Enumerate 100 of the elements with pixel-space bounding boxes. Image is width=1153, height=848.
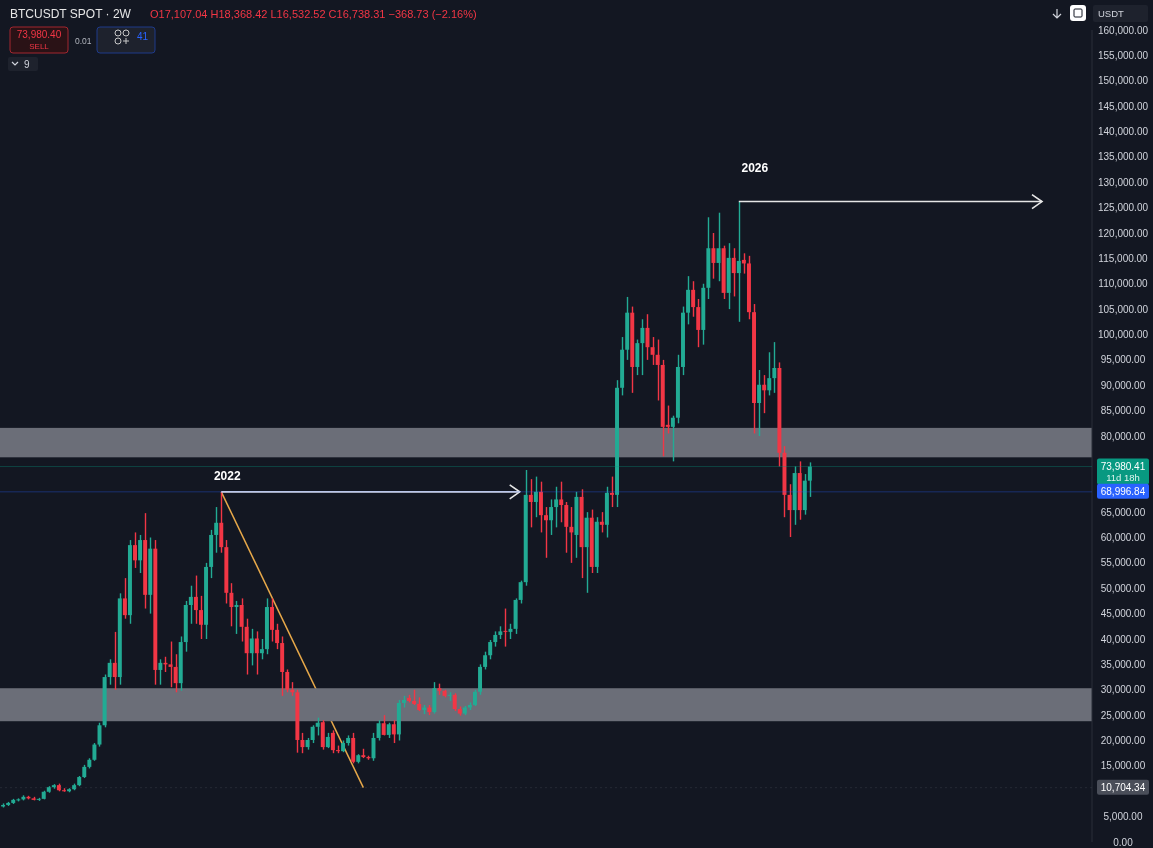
candlestick bbox=[270, 597, 274, 643]
candlestick bbox=[503, 607, 508, 648]
candlestick bbox=[138, 534, 143, 574]
y-tick-label: 135,000.00 bbox=[1097, 151, 1149, 163]
candlestick bbox=[787, 483, 792, 538]
y-tick-label: 120,000.00 bbox=[1097, 227, 1149, 239]
y-tick-label: 130,000.00 bbox=[1097, 176, 1149, 188]
annotation: 9 bbox=[24, 59, 30, 70]
y-tick-label: 90,000.00 bbox=[1100, 379, 1146, 391]
y-tick-label: 20,000.00 bbox=[1100, 735, 1146, 746]
y-tick-label: 80,000.00 bbox=[1100, 430, 1146, 442]
candlestick bbox=[249, 628, 254, 667]
annotation: 2022 bbox=[213, 468, 241, 483]
ref-line-label: 73,980.41 bbox=[1100, 460, 1146, 472]
candlestick bbox=[807, 461, 812, 498]
candlestick bbox=[432, 681, 437, 715]
candlestick bbox=[691, 280, 696, 318]
annotation: 73,980.40 bbox=[16, 29, 62, 40]
candlestick bbox=[538, 480, 543, 534]
candlestick bbox=[686, 275, 691, 326]
candlestick bbox=[488, 639, 493, 660]
candlestick bbox=[239, 597, 244, 643]
y-tick-label: 105,000.00 bbox=[1097, 303, 1149, 315]
candlestick bbox=[609, 475, 614, 508]
annotation: 2026 bbox=[741, 160, 769, 175]
candlestick bbox=[275, 623, 280, 650]
candlestick bbox=[351, 732, 356, 765]
chart-subtitle: O17,107.04 H18,368.42 L16,532.52 C16,738.31 −368.73 (−2.16%) bbox=[150, 8, 477, 20]
candlestick bbox=[635, 338, 640, 376]
candlestick bbox=[376, 719, 381, 742]
ref-line-label: 68,996.84 bbox=[1100, 485, 1146, 497]
candlestick bbox=[199, 595, 203, 640]
y-tick-label: 45,000.00 bbox=[1100, 608, 1146, 620]
y-tick-label: 115,000.00 bbox=[1098, 252, 1149, 264]
candlestick bbox=[112, 631, 117, 691]
candlestick bbox=[391, 719, 396, 744]
y-tick-label: 0.00 bbox=[1113, 836, 1134, 848]
candlestick bbox=[762, 374, 767, 414]
y-tick-label: 60,000.00 bbox=[1100, 532, 1146, 543]
y-tick-label: 100,000.00 bbox=[1097, 329, 1149, 340]
candlestick bbox=[518, 579, 523, 605]
y-tick-label: 55,000.00 bbox=[1100, 557, 1146, 569]
text: 11d 18h bbox=[1106, 471, 1140, 483]
candlestick bbox=[772, 341, 777, 394]
candlestick bbox=[599, 511, 604, 534]
candlestick bbox=[259, 638, 264, 660]
candlestick bbox=[122, 577, 127, 620]
y-tick-label: 50,000.00 bbox=[1100, 582, 1146, 594]
y-tick-label: 5,000.00 bbox=[1103, 811, 1143, 823]
candlestick bbox=[193, 574, 198, 625]
candlestick bbox=[300, 732, 305, 754]
candlestick bbox=[173, 653, 178, 693]
candlestick bbox=[731, 247, 736, 298]
y-tick-label: 30,000.00 bbox=[1100, 684, 1146, 696]
y-tick-label: 95,000.00 bbox=[1100, 354, 1146, 366]
y-tick-label: 155,000.00 bbox=[1097, 49, 1149, 61]
candlestick bbox=[168, 640, 173, 688]
candlestick bbox=[544, 506, 548, 559]
y-tick-label: 15,000.00 bbox=[1100, 760, 1146, 772]
candlestick bbox=[670, 415, 675, 463]
candlestick bbox=[711, 232, 716, 280]
candlestick bbox=[188, 585, 193, 625]
candlestick bbox=[330, 729, 335, 754]
y-tick-label: 85,000.00 bbox=[1100, 405, 1146, 417]
annotation: 41 bbox=[137, 31, 149, 42]
y-tick-label: 145,000.00 bbox=[1097, 100, 1149, 112]
candlestick bbox=[655, 338, 660, 402]
annotation: 0.01 bbox=[75, 36, 92, 46]
y-tick-label: 160,000.00 bbox=[1097, 24, 1149, 36]
y-tick-label: 125,000.00 bbox=[1097, 202, 1149, 214]
y-tick-label: 150,000.00 bbox=[1097, 75, 1149, 87]
candlestick bbox=[554, 486, 559, 529]
candlestick bbox=[214, 506, 219, 554]
candlestick bbox=[107, 658, 112, 686]
candlestick bbox=[564, 501, 569, 554]
candlestick bbox=[767, 351, 772, 397]
y-tick-label: 140,000.00 bbox=[1097, 126, 1149, 137]
candlestick bbox=[254, 630, 259, 676]
candlestick bbox=[559, 480, 564, 523]
text: USDT bbox=[1098, 8, 1125, 19]
candlestick bbox=[229, 582, 234, 628]
candlestick bbox=[285, 668, 290, 693]
candlestick bbox=[650, 336, 655, 366]
y-tick-label: 25,000.00 bbox=[1100, 709, 1146, 721]
y-tick-label: 40,000.00 bbox=[1100, 633, 1146, 645]
ref-line-label: 10,704.34 bbox=[1100, 781, 1146, 793]
candlestick bbox=[158, 658, 163, 686]
candlestick bbox=[133, 531, 137, 569]
candlestick bbox=[533, 475, 538, 518]
candlestick bbox=[696, 298, 701, 348]
chart-title: BTCUSDT SPOT · 2W bbox=[10, 7, 132, 21]
y-tick-label: 65,000.00 bbox=[1100, 506, 1146, 518]
y-tick-label: 110,000.00 bbox=[1098, 278, 1149, 290]
candlestick bbox=[645, 313, 650, 361]
candlestick bbox=[736, 200, 741, 323]
candlestick bbox=[528, 478, 533, 529]
candlestick bbox=[640, 318, 645, 376]
candlestick bbox=[549, 498, 554, 536]
candlestick bbox=[757, 369, 762, 437]
y-tick-label: 35,000.00 bbox=[1100, 658, 1146, 670]
